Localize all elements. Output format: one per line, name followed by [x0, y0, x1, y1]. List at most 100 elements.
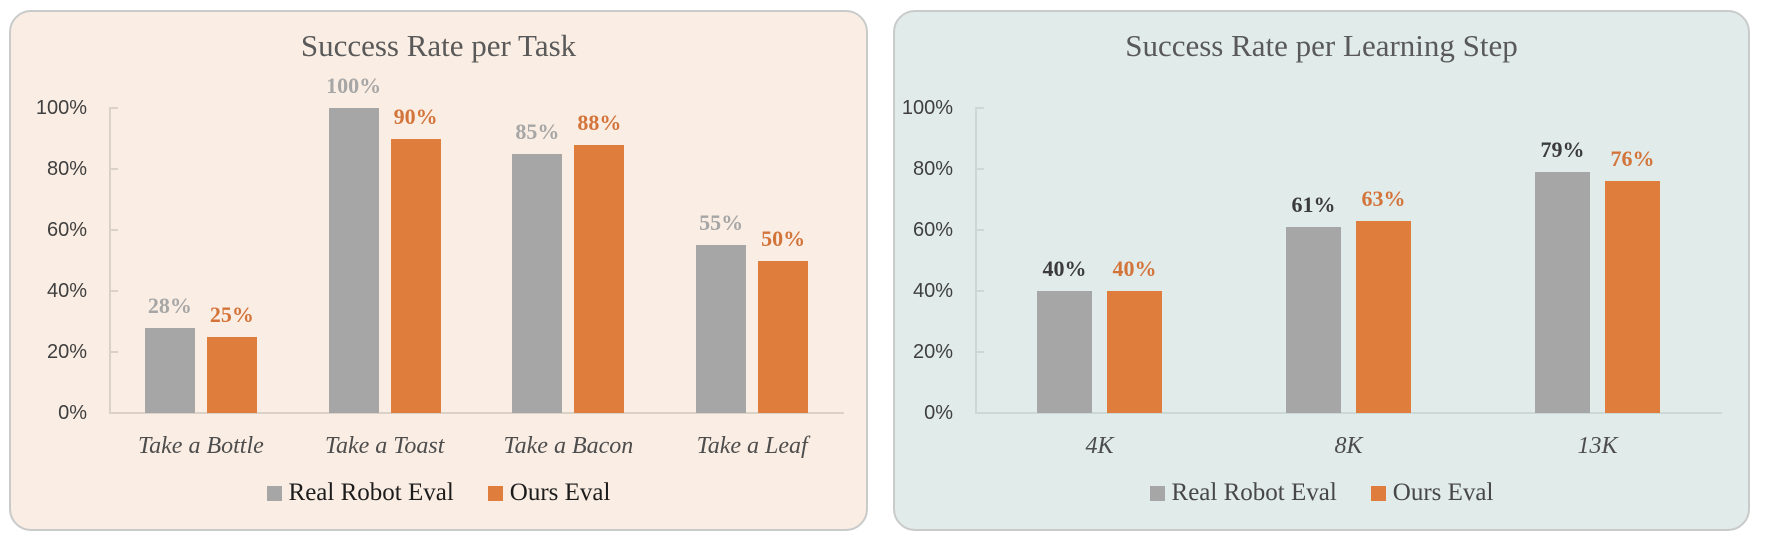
chart-title: Success Rate per Task — [300, 28, 577, 63]
bar — [390, 138, 441, 413]
bar-group: 79% 76% 13K — [1473, 108, 1722, 459]
panel-success-rate-per-learning-step: Success Rate per Learning Step 0% 20% 40% 6… — [893, 10, 1750, 531]
y-axis-label: 60% — [46, 219, 87, 241]
legend-swatch-ours-eval — [487, 485, 503, 501]
bar — [574, 144, 625, 413]
legend-swatch-ours-eval — [1370, 485, 1386, 501]
bar-wrap: 40% — [1107, 256, 1162, 413]
bar-wrap: 100% — [326, 73, 381, 413]
legend-item-ours-eval: Ours Eval — [1370, 479, 1494, 507]
y-axis-label: 20% — [46, 341, 87, 363]
bar-value-label: 85% — [515, 118, 560, 144]
bar — [1037, 291, 1092, 413]
legend-label-real-robot-eval: Real Robot Eval — [1171, 479, 1337, 506]
bar-value-label: 50% — [761, 225, 806, 251]
y-axis-label: 100% — [35, 97, 87, 119]
category-label: Take a Leaf — [696, 433, 808, 459]
bar-group: 61% 63% 8K — [1224, 108, 1473, 459]
bar-wrap: 88% — [574, 110, 625, 413]
bar-value-label: 25% — [209, 301, 254, 327]
legend-swatch-real-robot-eval — [1149, 485, 1165, 501]
category-label: 13K — [1577, 433, 1618, 459]
y-axis-label: 40% — [912, 280, 953, 302]
bar — [1356, 220, 1411, 413]
y-axis-tick — [975, 351, 984, 353]
category-label: 4K — [1085, 433, 1114, 459]
bar-value-label: 28% — [147, 292, 192, 318]
bar-value-label: 88% — [577, 109, 622, 135]
bar-value-label: 79% — [1540, 137, 1585, 163]
y-axis-tick — [975, 168, 984, 170]
bar — [1107, 291, 1162, 413]
bar — [328, 108, 379, 413]
bar-wrap: 90% — [390, 104, 441, 413]
chart-title: Success Rate per Learning Step — [1125, 28, 1518, 63]
y-axis-label: 20% — [912, 341, 953, 363]
y-axis-tick — [109, 351, 118, 353]
legend-item-real-robot-eval: Real Robot Eval — [1149, 479, 1337, 507]
bar — [696, 245, 747, 413]
bar-wrap: 85% — [512, 119, 563, 413]
legend-label-ours-eval: Ours Eval — [1392, 479, 1494, 506]
category-label: Take a Toast — [324, 433, 445, 459]
bar — [206, 336, 257, 413]
bar — [1605, 181, 1660, 413]
y-axis-tick — [975, 107, 984, 109]
legend-item-real-robot-eval: Real Robot Eval — [266, 479, 454, 507]
bar — [1535, 172, 1590, 413]
y-axis-tick — [109, 290, 118, 292]
legend-item-ours-eval: Ours Eval — [487, 479, 611, 507]
legend: Real Robot Eval Ours Eval — [895, 479, 1748, 507]
bar-group: 85% 88% Take a Bacon — [477, 108, 661, 459]
x-axis-line — [975, 412, 1722, 414]
bar-wrap: 61% — [1286, 192, 1341, 413]
bar-groups: 28% 25% Take a Bottle 100% 90% Take a Toast 85… — [109, 73, 844, 459]
y-axis-label: 0% — [924, 402, 953, 424]
bar — [512, 153, 563, 413]
y-axis-label: 60% — [912, 219, 953, 241]
bar — [144, 327, 195, 413]
bar-value-label: 76% — [1610, 146, 1655, 172]
category-label: Take a Bacon — [503, 433, 634, 459]
legend-label-real-robot-eval: Real Robot Eval — [288, 479, 454, 506]
bar-group: 100% 90% Take a Toast — [293, 73, 477, 459]
bar-wrap: 55% — [696, 210, 747, 413]
y-axis-tick — [109, 229, 118, 231]
bar-value-label: 40% — [1042, 256, 1087, 281]
x-axis-line — [109, 412, 844, 414]
y-axis-label: 80% — [46, 158, 87, 180]
bar — [758, 260, 809, 413]
bar — [1286, 226, 1341, 413]
category-label: Take a Bottle — [137, 433, 264, 459]
bar-wrap: 79% — [1535, 137, 1590, 413]
y-axis-tick — [109, 168, 118, 170]
bar-value-label: 90% — [393, 103, 438, 129]
y-axis-line — [109, 108, 111, 413]
legend-swatch-real-robot-eval — [266, 485, 282, 501]
legend-label-ours-eval: Ours Eval — [509, 479, 611, 506]
y-axis-tick — [109, 107, 118, 109]
plot-area: 0% 20% 40% 60% 80% 100% 28% 25% Take a Bottle 100… — [36, 73, 844, 459]
category-label: 8K — [1334, 433, 1363, 459]
y-axis-label: 40% — [46, 280, 87, 302]
y-axis-label: 0% — [58, 402, 87, 424]
bar-value-label: 55% — [699, 210, 744, 236]
bar-group: 40% 40% 4K — [975, 108, 1224, 459]
bar-value-label: 100% — [326, 73, 382, 98]
y-axis-tick — [975, 290, 984, 292]
bar-group: 55% 50% Take a Leaf — [660, 108, 844, 459]
plot-area: 0% 20% 40% 60% 80% 100% 40% 40% 4K 61% 63% 8K 79% 76%… — [902, 97, 1722, 459]
bar-wrap: 50% — [758, 226, 809, 413]
bar-group: 28% 25% Take a Bottle — [109, 108, 293, 459]
bar-wrap: 40% — [1037, 256, 1092, 413]
bar-wrap: 76% — [1605, 146, 1660, 413]
bar-wrap: 28% — [144, 293, 195, 413]
y-axis-line — [975, 108, 977, 413]
bar-wrap: 25% — [206, 302, 257, 413]
panel-success-rate-per-task: Success Rate per Task 0% 20% 40% 60% 80% 100%… — [9, 10, 868, 531]
bar-value-label: 61% — [1291, 191, 1336, 217]
bar-wrap: 63% — [1356, 186, 1411, 413]
bar-value-label: 63% — [1361, 185, 1406, 211]
bar-groups: 40% 40% 4K 61% 63% 8K 79% 76% 13K — [975, 108, 1722, 459]
